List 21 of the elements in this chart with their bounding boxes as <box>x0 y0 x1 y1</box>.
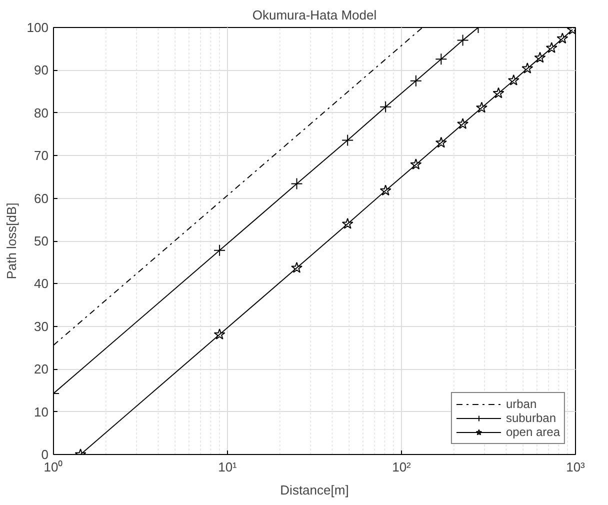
legend-label: urban <box>506 397 537 411</box>
x-tick-label: 10² <box>392 460 412 474</box>
y-tick-label: 40 <box>34 276 49 292</box>
y-tick-label: 70 <box>34 148 49 164</box>
x-tick-label: 10⁰ <box>44 460 64 474</box>
y-tick-label: 90 <box>34 62 49 78</box>
y-axis-title: Path loss[dB] <box>4 202 19 280</box>
y-tick-label: 20 <box>34 362 49 377</box>
legend-label: suburban <box>506 411 556 425</box>
y-tick-label: 60 <box>34 190 49 206</box>
legend-label: open area <box>506 425 560 439</box>
x-tick-label: 10³ <box>566 460 586 474</box>
y-tick-label: 0 <box>41 447 49 462</box>
x-axis-title: Distance[m] <box>280 482 349 498</box>
x-tick-label: 10¹ <box>218 460 238 474</box>
y-tick-label: 100 <box>26 20 49 35</box>
chart-title: Okumura-Hata Model <box>252 8 377 22</box>
y-tick-label: 80 <box>34 105 49 120</box>
y-tick-label: 10 <box>34 404 49 420</box>
y-tick-label: 50 <box>34 234 49 248</box>
y-tick-label: 30 <box>34 318 49 334</box>
